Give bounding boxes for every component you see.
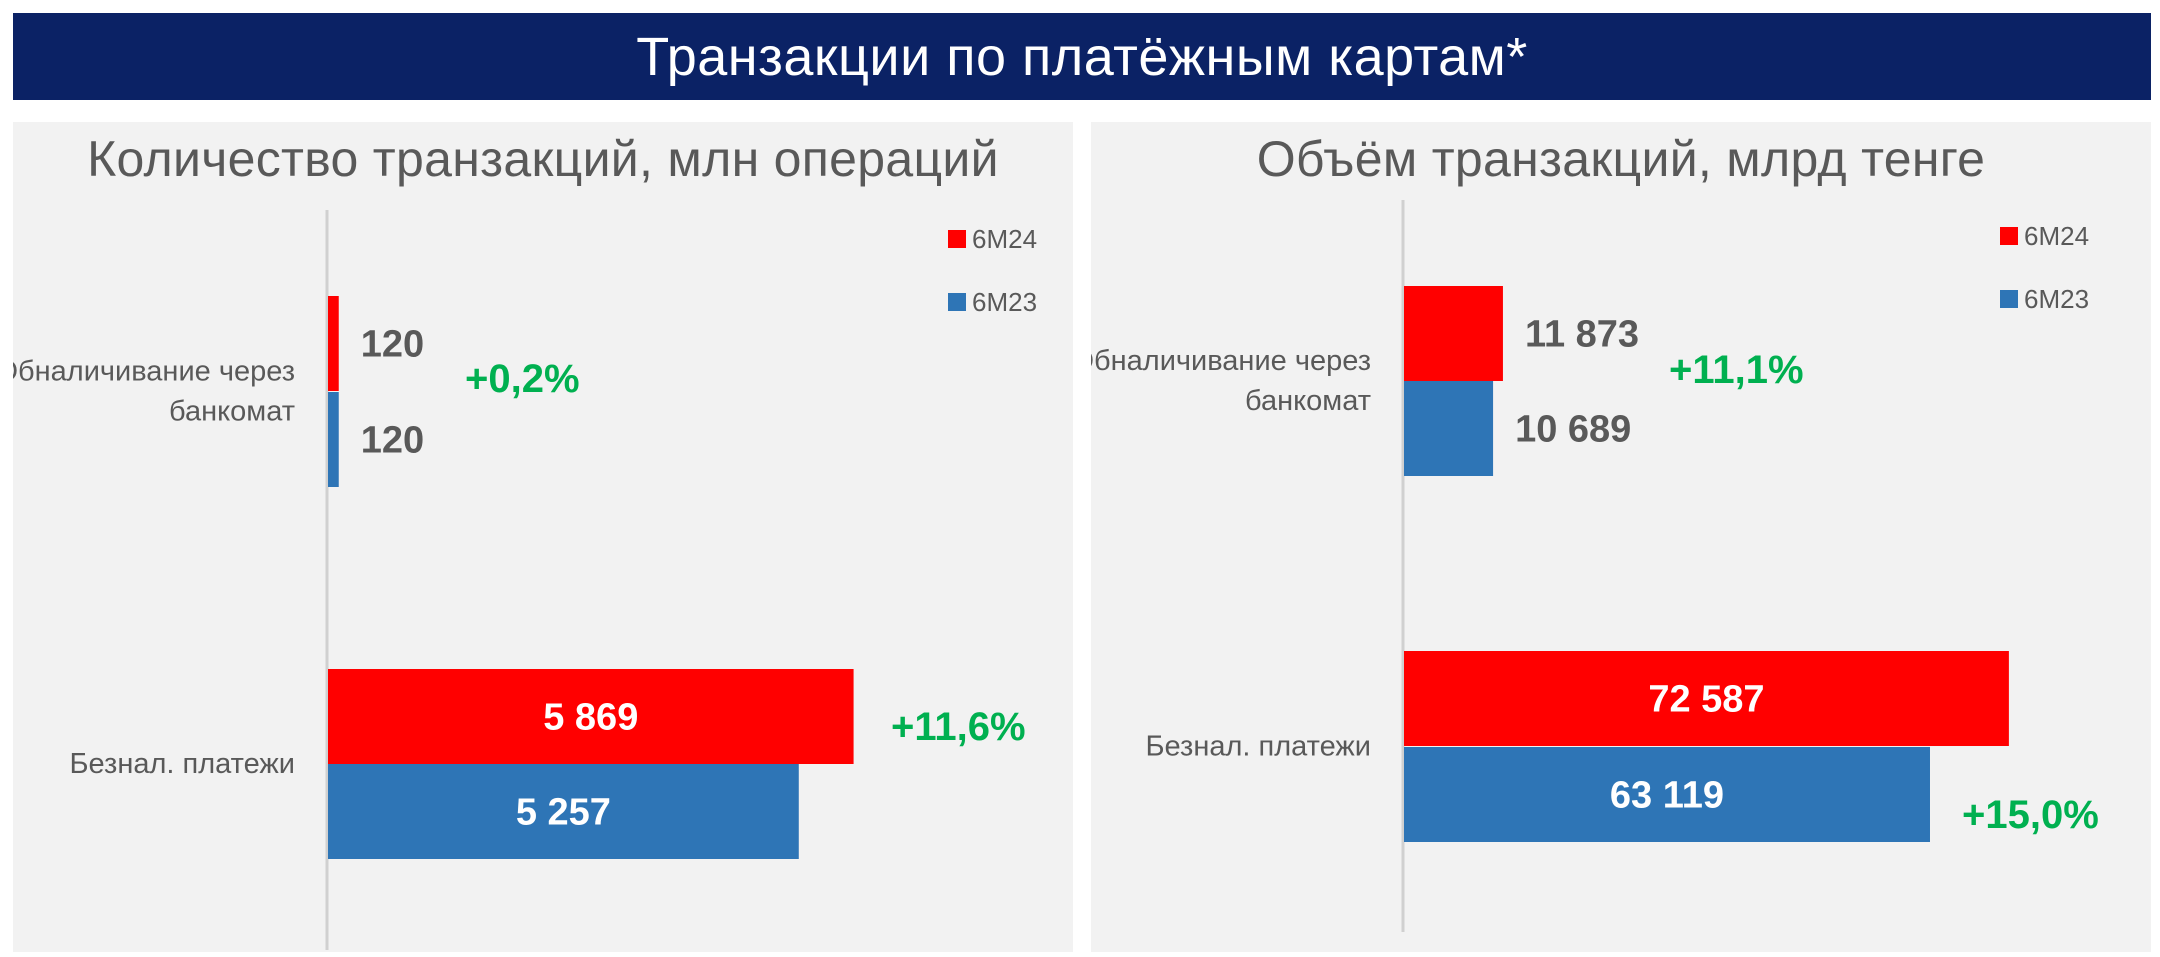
- page-title: Транзакции по платёжным картам*: [636, 26, 1528, 87]
- category-label: Безнал. платежи: [1146, 731, 1371, 763]
- chart-title-volume: Объём транзакций, млрд тенге: [1256, 131, 1986, 187]
- data-label-6М24: 5 869: [543, 697, 638, 739]
- legend-swatch-6М24: [948, 230, 966, 248]
- category-label: банкомат: [1245, 385, 1371, 417]
- bar-6М24: [328, 296, 339, 391]
- growth-label: +11,1%: [1669, 348, 1804, 392]
- bar-6М24: [1404, 286, 1503, 381]
- chart-transaction-count: 6М24 6М23 Обналичивание через банкомат 120 12…: [13, 210, 1037, 950]
- legend-swatch-6М24: [2000, 227, 2018, 245]
- category-label: Обналичивание через: [1091, 345, 1371, 377]
- category-label: Обналичивание через: [13, 356, 295, 388]
- data-label-6М24: 120: [361, 324, 424, 366]
- chart-transaction-volume: 6М24 6М23 Обналичивание через банкомат 11 87…: [1091, 200, 2099, 932]
- data-label-6М23: 63 119: [1610, 775, 1724, 817]
- growth-label: +0,2%: [465, 357, 580, 401]
- legend-swatch-6М23: [948, 293, 966, 311]
- data-label-6М23: 120: [361, 420, 424, 462]
- page-header: Транзакции по платёжным картам*: [13, 13, 2151, 100]
- data-label-6М24: 11 873: [1525, 314, 1639, 356]
- growth-label: +11,6%: [891, 705, 1026, 749]
- growth-label: +15,0%: [1962, 793, 2099, 837]
- category-label: Безнал. платежи: [70, 748, 295, 780]
- bar-6М23: [1404, 747, 1930, 842]
- data-label-6М23: 10 689: [1515, 409, 1631, 451]
- panel-transaction-volume: Объём транзакций, млрд тенге 6М24 6М23 Обн…: [1091, 122, 2151, 952]
- bar-6М23: [1404, 381, 1494, 476]
- legend-label-6М24: 6М24: [2024, 221, 2089, 251]
- bar-6М23: [328, 392, 339, 487]
- legend-label-6М23: 6М23: [2024, 284, 2089, 314]
- panel-transaction-count: Количество транзакций, млн операций 6М24…: [13, 122, 1073, 952]
- category-label: банкомат: [169, 396, 295, 428]
- bar-6М23: [328, 764, 799, 859]
- bar-6М24: [1404, 651, 2009, 746]
- data-label-6М23: 5 257: [516, 792, 611, 834]
- chart-title-count: Количество транзакций, млн операций: [87, 131, 999, 187]
- legend-label-6М24: 6М24: [972, 224, 1037, 254]
- data-label-6М24: 72 587: [1648, 679, 1764, 721]
- legend-label-6М23: 6М23: [972, 287, 1037, 317]
- bar-6М24: [328, 669, 854, 764]
- legend-swatch-6М23: [2000, 290, 2018, 308]
